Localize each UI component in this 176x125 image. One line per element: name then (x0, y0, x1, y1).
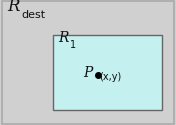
Bar (53, 35, 162, 110)
Text: R: R (7, 0, 20, 15)
Text: P: P (83, 66, 92, 80)
Text: 1: 1 (70, 40, 76, 50)
Text: (x,y): (x,y) (99, 72, 122, 82)
Text: dest: dest (21, 10, 46, 20)
Text: R: R (58, 32, 69, 46)
